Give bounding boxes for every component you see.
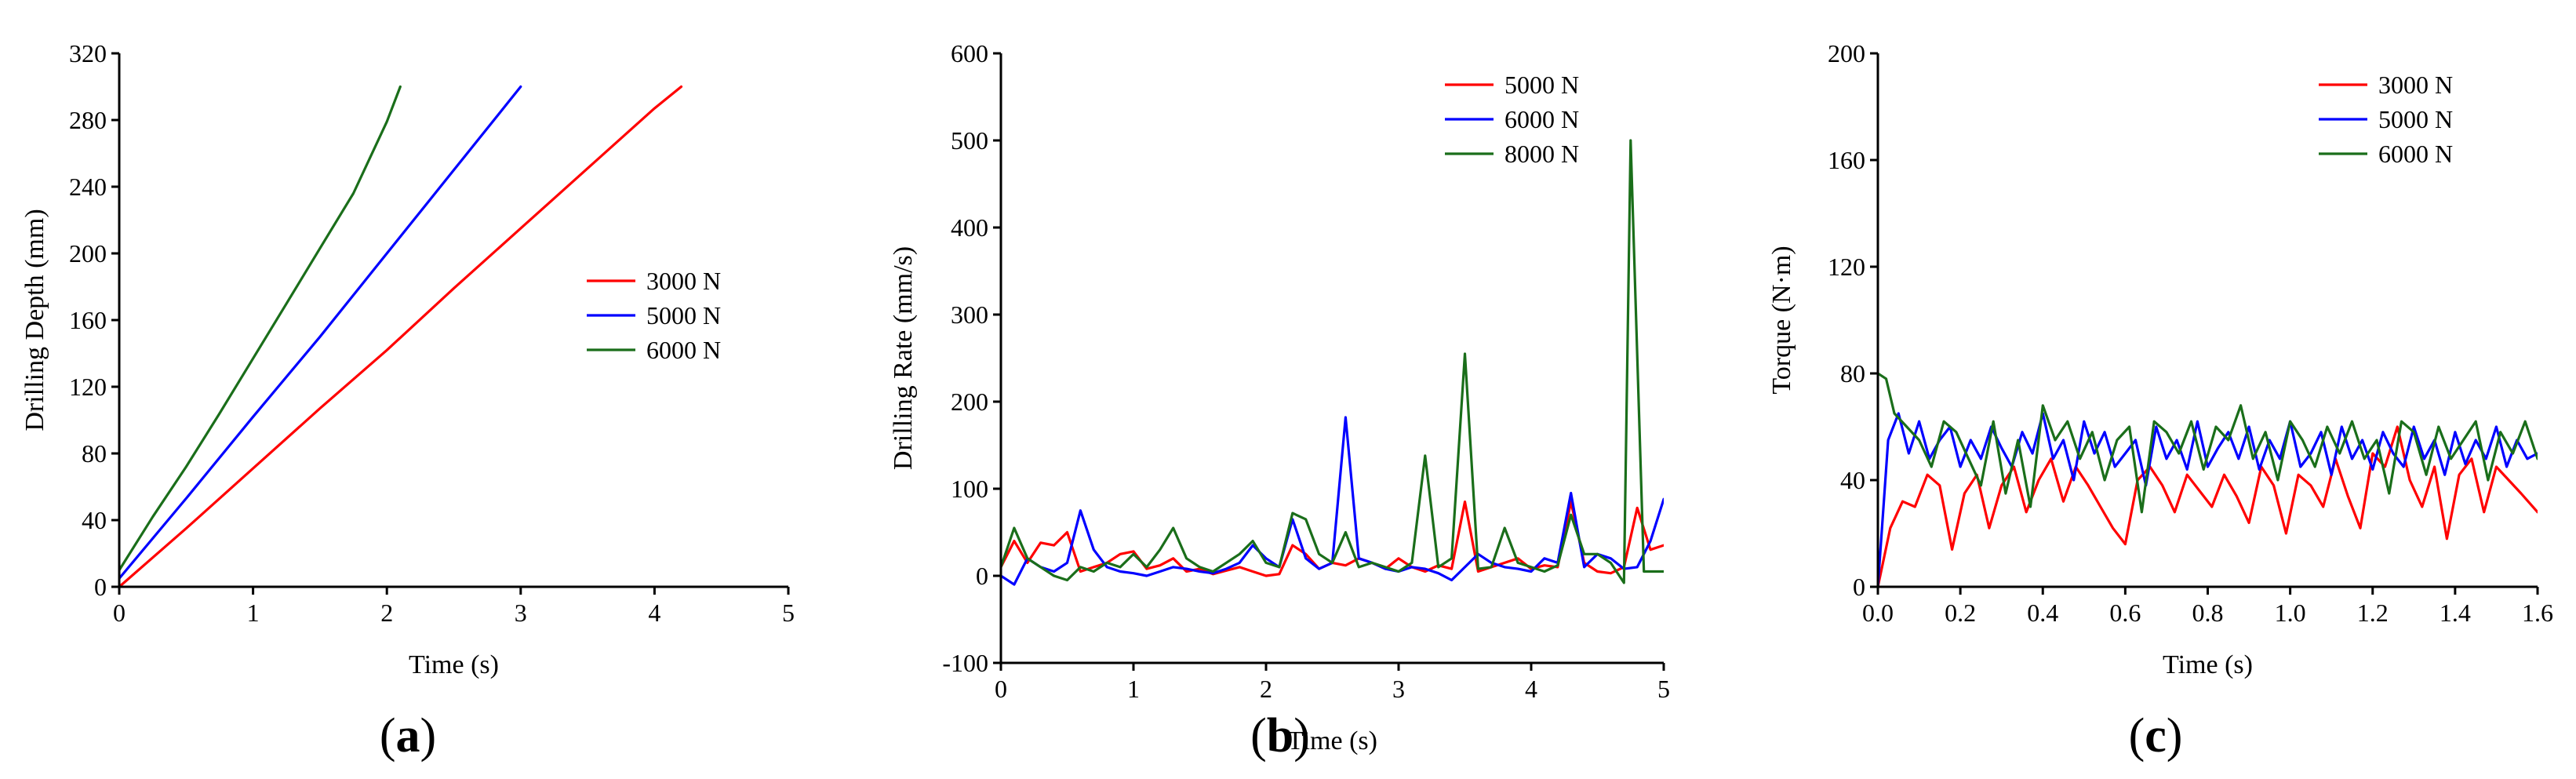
- x-tick-label: 0.6: [2109, 599, 2141, 627]
- panel-label: (b): [1250, 709, 1310, 763]
- x-tick-label: 1.2: [2357, 599, 2389, 627]
- y-tick-label: 100: [951, 475, 988, 503]
- x-tick-label: 3: [1392, 675, 1405, 703]
- x-tick-label: 3: [515, 599, 527, 627]
- y-tick-label: 400: [951, 213, 988, 242]
- y-tick-label: 320: [69, 39, 107, 67]
- legend-label: 3000 N: [2378, 71, 2453, 99]
- x-tick-label: 0.4: [2027, 599, 2058, 627]
- y-tick-label: 200: [69, 239, 107, 268]
- legend-label: 3000 N: [646, 267, 721, 295]
- y-tick-label: 160: [1828, 146, 1865, 174]
- y-tick-label: 280: [69, 106, 107, 134]
- y-tick-label: 80: [1840, 359, 1865, 388]
- legend: 3000 N 5000 N 6000 N: [587, 267, 721, 364]
- y-tick-label: -100: [942, 649, 988, 677]
- chart-panel-a: 0 1 2 3 4 5 0 40 80 120 160 200 240 280 320 Time (s) Dri…: [20, 39, 795, 763]
- legend-label: 6000 N: [1504, 105, 1579, 133]
- x-tick-label: 1.6: [2522, 599, 2553, 627]
- legend-label: 5000 N: [1504, 71, 1579, 99]
- x-tick-label: 4: [1525, 675, 1537, 703]
- y-tick-label: 0: [94, 573, 107, 601]
- series-line-5000-n: [1878, 412, 2538, 588]
- series-line-8000-n: [1001, 139, 1664, 584]
- series-line-5000-n: [119, 85, 522, 581]
- x-tick-label: 0.8: [2192, 599, 2224, 627]
- y-axis-title: Drilling Rate (mm/s): [889, 246, 918, 470]
- legend-label: 8000 N: [1504, 140, 1579, 168]
- x-tick-label: 0.2: [1945, 599, 1976, 627]
- y-tick-label: 80: [82, 439, 107, 468]
- x-tick-label: 1: [247, 599, 260, 627]
- y-tick-label: 0: [1853, 573, 1865, 601]
- x-tick-label: 2: [380, 599, 393, 627]
- legend-label: 5000 N: [646, 301, 721, 329]
- y-tick-label: 40: [82, 506, 107, 534]
- x-tick-label: 5: [782, 599, 795, 627]
- y-tick-label: 300: [951, 300, 988, 329]
- x-tick-label: 0: [995, 675, 1007, 703]
- y-tick-label: 120: [69, 373, 107, 401]
- x-tick-label: 0: [113, 599, 126, 627]
- legend: 3000 N 5000 N 6000 N: [2319, 71, 2453, 168]
- panel-label: (c): [2129, 709, 2183, 763]
- y-tick-label: 600: [951, 39, 988, 67]
- series-line-3000-n: [119, 85, 683, 588]
- x-axis-title: Time (s): [1287, 726, 1377, 755]
- x-tick-label: 2: [1260, 675, 1272, 703]
- x-tick-label: 1: [1127, 675, 1140, 703]
- series-line-6000-n: [119, 85, 402, 572]
- x-axis-title: Time (s): [2163, 650, 2253, 679]
- x-tick-label: 1.4: [2440, 599, 2471, 627]
- chart-panel-c: 0.0 0.2 0.4 0.6 0.8 1.0 1.2 1.4 1.6 0 40 80 120 160 20…: [1767, 39, 2553, 763]
- y-tick-label: 160: [69, 306, 107, 334]
- legend: 5000 N 6000 N 8000 N: [1445, 71, 1579, 168]
- y-axis-title: Drilling Depth (mm): [20, 209, 49, 431]
- series-line-3000-n: [1878, 425, 2538, 588]
- x-tick-label: 5: [1657, 675, 1670, 703]
- series-line-6000-n: [1878, 372, 2538, 514]
- x-tick-label: 1.0: [2275, 599, 2306, 627]
- y-tick-label: 500: [951, 126, 988, 155]
- y-tick-label: 200: [951, 388, 988, 416]
- series-line-6000-n: [1001, 416, 1664, 586]
- y-tick-label: 40: [1840, 466, 1865, 494]
- x-tick-label: 0.0: [1862, 599, 1894, 627]
- legend-label: 5000 N: [2378, 105, 2453, 133]
- y-tick-label: 0: [976, 562, 988, 590]
- y-tick-label: 240: [69, 173, 107, 201]
- legend-label: 6000 N: [2378, 140, 2453, 168]
- y-tick-label: 200: [1828, 39, 1865, 67]
- legend-label: 6000 N: [646, 336, 721, 364]
- x-axis-title: Time (s): [409, 650, 499, 679]
- x-tick-label: 4: [648, 599, 660, 627]
- y-axis-title: Torque (N·m): [1767, 246, 1796, 394]
- y-tick-label: 120: [1828, 253, 1865, 281]
- panel-label: (a): [380, 709, 436, 763]
